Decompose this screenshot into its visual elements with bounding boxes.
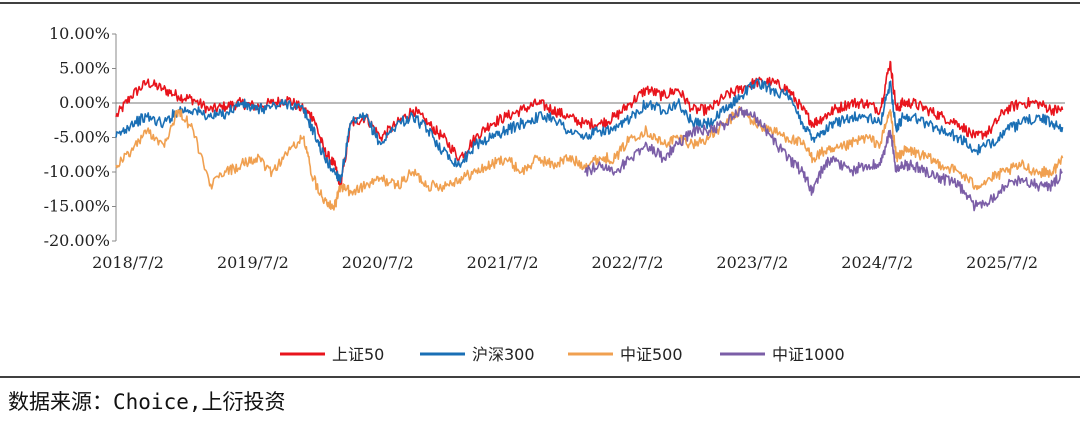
series-line-3 bbox=[584, 106, 1063, 212]
legend-label: 中证1000 bbox=[772, 345, 845, 364]
x-tick-label: 2021/7/2 bbox=[467, 253, 539, 272]
y-tick-label: 5.00% bbox=[59, 59, 110, 78]
legend-item-csi500: 中证500 bbox=[568, 345, 683, 364]
legend-label: 上证50 bbox=[332, 345, 384, 364]
x-tick-label: 2019/7/2 bbox=[217, 253, 289, 272]
y-tick-label: -5.00% bbox=[54, 128, 110, 147]
x-axis-ticks: 2018/7/2 2019/7/2 2020/7/2 2021/7/2 2022/7/2… bbox=[92, 253, 1038, 272]
series-line-1 bbox=[115, 78, 1064, 184]
legend-item-sse50: 上证50 bbox=[280, 345, 384, 364]
series-line-0 bbox=[115, 60, 1064, 190]
y-tick-label: 0.00% bbox=[59, 93, 110, 112]
y-axis-ticks: 10.00% 5.00% 0.00% -5.00% -10.00% -15.00% -20.… bbox=[44, 24, 116, 250]
x-tick-label: 2022/7/2 bbox=[592, 253, 664, 272]
x-tick-label: 2018/7/2 bbox=[92, 253, 164, 272]
x-tick-label: 2025/7/2 bbox=[966, 253, 1038, 272]
series-line-2 bbox=[115, 106, 1064, 211]
legend: 上证50 沪深300 中证500 中证1000 bbox=[280, 345, 845, 364]
legend-label: 沪深300 bbox=[472, 345, 535, 364]
x-tick-label: 2020/7/2 bbox=[342, 253, 414, 272]
y-tick-label: -20.00% bbox=[44, 231, 110, 250]
plot-area: 10.00% 5.00% 0.00% -5.00% -10.00% -15.00% -20.… bbox=[44, 24, 1065, 272]
series-lines bbox=[115, 60, 1064, 212]
legend-item-csi300: 沪深300 bbox=[420, 345, 535, 364]
legend-item-csi1000: 中证1000 bbox=[720, 345, 845, 364]
y-tick-label: -15.00% bbox=[44, 197, 110, 216]
data-source-note: 数据来源：Choice,上衍投资 bbox=[8, 390, 286, 414]
y-tick-label: -10.00% bbox=[44, 162, 110, 181]
y-tick-label: 10.00% bbox=[49, 24, 110, 43]
x-tick-label: 2023/7/2 bbox=[716, 253, 788, 272]
legend-label: 中证500 bbox=[620, 345, 683, 364]
x-tick-label: 2024/7/2 bbox=[841, 253, 913, 272]
